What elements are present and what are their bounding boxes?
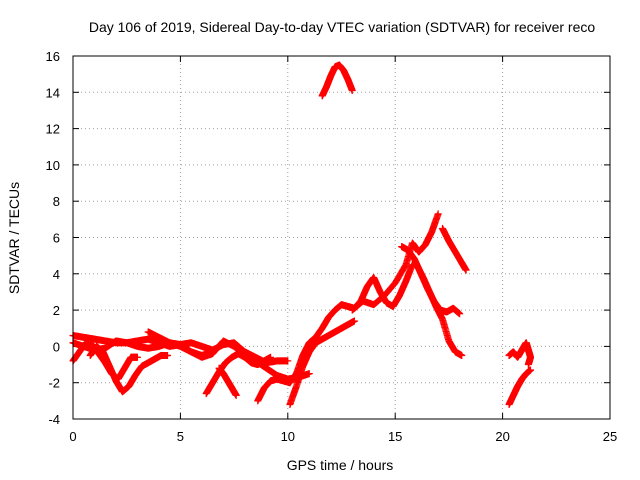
- data-point: [164, 351, 172, 359]
- series-track-o: [505, 366, 535, 408]
- x-tick-label: 25: [603, 429, 617, 444]
- data-point: [232, 391, 240, 399]
- data-point: [348, 86, 356, 94]
- x-axis-label: GPS time / hours: [287, 457, 394, 473]
- data-point: [524, 361, 532, 369]
- series-track-d: [86, 342, 172, 396]
- plot-frame: [72, 55, 611, 420]
- series-track-j: [318, 61, 356, 100]
- y-axis-label: SDTVAR / TECUs: [6, 182, 22, 294]
- y-tick-label: 2: [53, 303, 60, 318]
- data-point: [434, 210, 442, 218]
- data-point: [267, 353, 275, 361]
- y-tick-label: 8: [53, 194, 60, 209]
- series-track-f: [202, 350, 275, 398]
- data-point: [456, 310, 464, 318]
- x-tick-label: 10: [281, 429, 295, 444]
- x-tick-label: 0: [69, 429, 76, 444]
- series-track-k: [348, 210, 442, 314]
- data-point: [133, 353, 141, 361]
- axis-ticks: 0 5 10 15 20 25 -4 -2 0 2 4 6 8 10 12 14 16: [46, 49, 618, 444]
- data-point: [350, 317, 358, 325]
- data-point: [527, 366, 535, 374]
- y-tick-label: 4: [53, 267, 60, 282]
- series-track-i: [286, 317, 358, 408]
- data-point: [462, 266, 470, 274]
- x-tick-label: 5: [177, 429, 184, 444]
- x-tick-label: 15: [388, 429, 402, 444]
- y-tick-label: 16: [46, 49, 60, 64]
- x-tick-label: 20: [495, 429, 509, 444]
- data-point: [458, 351, 466, 359]
- data-marks: [69, 61, 535, 408]
- y-tick-label: 0: [53, 339, 60, 354]
- series-track-m: [413, 261, 466, 359]
- series-track-n: [438, 224, 470, 274]
- data-point: [284, 357, 292, 365]
- grid: [73, 56, 610, 419]
- series-track-g: [215, 364, 240, 399]
- data-point: [305, 370, 313, 378]
- y-tick-label: 6: [53, 231, 60, 246]
- y-tick-label: 12: [46, 122, 60, 137]
- y-tick-label: -4: [48, 412, 60, 427]
- series-track-p: [505, 339, 535, 369]
- y-tick-label: -2: [48, 376, 60, 391]
- chart-title: Day 106 of 2019, Sidereal Day-to-day VTE…: [89, 19, 595, 35]
- y-tick-label: 10: [46, 158, 60, 173]
- y-tick-label: 14: [46, 85, 60, 100]
